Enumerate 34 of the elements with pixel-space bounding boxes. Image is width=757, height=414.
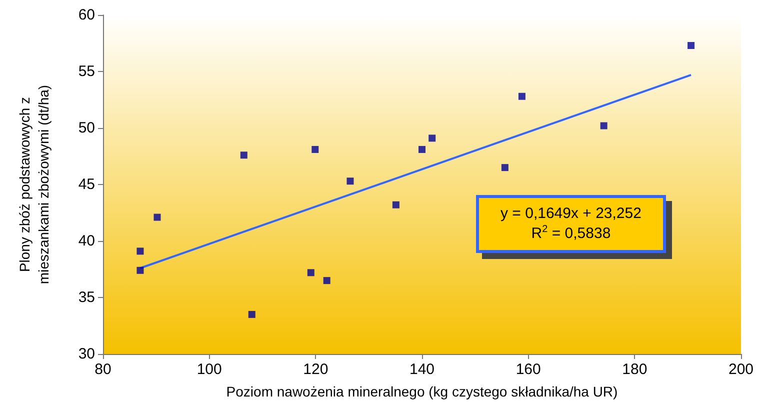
point (392, 201, 400, 208)
x-tick-label: 120 (303, 361, 328, 378)
annotation: R$^{2}$ = 0,5838 (530, 224, 612, 244)
point (518, 92, 526, 100)
point (428, 134, 436, 142)
y-tick-label: 30 (78, 346, 95, 362)
y-tick-label: 45 (78, 176, 95, 193)
x-axis-title: Poziom nawożenia mineralnego (kg czystego składnika/ha UR) (226, 383, 618, 400)
annotation: y = 0,1649x + 23,252 (500, 204, 642, 224)
y-tick-label: 35 (78, 289, 95, 306)
x-tick-label: 100 (196, 361, 222, 378)
point (136, 266, 144, 274)
x-tick-label: 140 (409, 361, 435, 378)
x-tick-label: 80 (94, 361, 112, 378)
point (154, 214, 161, 221)
point (136, 248, 144, 255)
y-tick-label: 40 (78, 232, 95, 250)
x-tick-label: 180 (622, 361, 648, 378)
point (312, 146, 319, 153)
point (307, 269, 314, 276)
point (418, 146, 426, 153)
y-tick-label: 50 (78, 120, 95, 136)
point (240, 152, 248, 159)
point (501, 164, 508, 172)
y-tick-label: 55 (78, 63, 95, 80)
x-tick-label: 200 (728, 361, 754, 378)
point (600, 122, 608, 130)
point (323, 277, 330, 284)
point (248, 310, 256, 318)
y-tick-label: 60 (78, 6, 95, 24)
point (346, 178, 354, 185)
point (688, 42, 695, 50)
x-tick-label: 160 (516, 361, 541, 378)
y-axis-title: Plony zbóż podstawowych z mieszankami zbożowymi (dt/ha) (16, 84, 52, 284)
